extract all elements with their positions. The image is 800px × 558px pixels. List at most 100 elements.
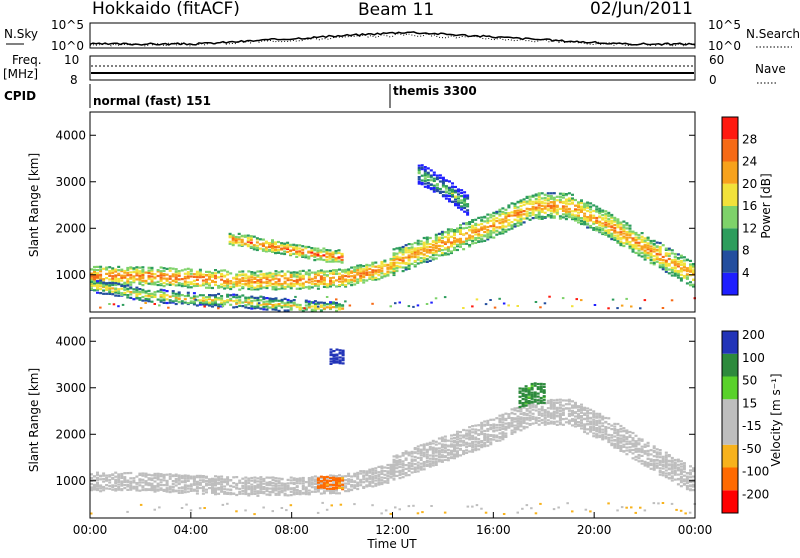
power-cell-band-0 xyxy=(274,277,278,280)
cpid-label: CPID xyxy=(4,89,36,103)
velocity-cell-band-0 xyxy=(93,485,96,488)
power-cell-near xyxy=(575,298,578,301)
power-cell-band-2 xyxy=(682,266,686,269)
power-cell-band-2 xyxy=(583,205,587,209)
power-cell-near xyxy=(158,304,161,307)
power-cell-band-1 xyxy=(93,280,96,283)
velocity-cell-band-1 xyxy=(610,428,614,431)
nsky-strip: N.Sky 10^5 10^0 N.Search 10^5 10^0 xyxy=(4,18,800,53)
power-cell-band-2 xyxy=(462,233,466,236)
power-cell-band-0 xyxy=(111,275,115,278)
power-cell-band-1 xyxy=(274,297,278,300)
velocity-cell-band-1 xyxy=(619,434,623,437)
power-cell-band-0 xyxy=(235,273,239,276)
freq-unit: [MHz] xyxy=(3,67,38,81)
power-cell-band-1 xyxy=(129,286,133,289)
power-cell-band-0 xyxy=(171,267,175,270)
velocity-cell-band-0 xyxy=(171,474,175,477)
velocity-cell-band-0 xyxy=(265,484,269,487)
power-cell-band-1 xyxy=(292,304,296,307)
velocity-colorbar-swatch xyxy=(722,331,738,354)
velocity-cell-band-1 xyxy=(689,484,692,487)
power-cell-band-2 xyxy=(419,240,423,243)
power-cell-band-2 xyxy=(537,206,541,209)
power-cell-band-3 xyxy=(313,255,317,259)
velocity-cell-band-1 xyxy=(428,465,432,468)
power-cell-band-0 xyxy=(99,268,103,271)
power-cell-band-2 xyxy=(392,259,396,262)
power-cell-band-4 xyxy=(426,185,430,188)
power-cell-band-0 xyxy=(159,266,163,269)
power-cell-band-2 xyxy=(437,236,441,239)
power-cell-band-0 xyxy=(117,272,121,275)
velocity-cell-band-0 xyxy=(304,491,308,494)
power-cell-near xyxy=(611,298,615,301)
power-cell-band-2 xyxy=(604,229,608,232)
velocity-cell-band-0 xyxy=(120,476,124,479)
velocity-cell-band-0 xyxy=(153,488,157,491)
power-cell-band-3 xyxy=(331,253,335,256)
power-cell-band-4 xyxy=(429,187,433,190)
power-cell-band-1 xyxy=(141,291,145,294)
velocity-cell-band-2 xyxy=(527,392,531,395)
power-cell-band-2 xyxy=(598,207,602,210)
velocity-cell-band-1 xyxy=(428,445,432,449)
velocity-cell-band-2 xyxy=(536,399,540,402)
power-cell-band-1 xyxy=(195,295,199,298)
velocity-cell-band-1 xyxy=(640,462,644,465)
power-cell-band-2 xyxy=(416,247,420,250)
velocity-cell-band-0 xyxy=(201,476,205,479)
power-cell-band-2 xyxy=(468,234,472,237)
power-cell-band-2 xyxy=(450,235,453,238)
power-cell-near xyxy=(108,303,111,305)
power-cell-band-1 xyxy=(274,308,278,311)
power-cell-band-0 xyxy=(186,267,190,270)
velocity-cell-band-0 xyxy=(198,476,202,479)
velocity-cell-band-1 xyxy=(670,472,674,475)
power-cell-band-2 xyxy=(422,246,426,249)
power-cell-band-0 xyxy=(268,271,272,274)
velocity-cell-band-1 xyxy=(413,470,417,473)
velocity-cell-near xyxy=(480,507,483,510)
velocity-cell-near xyxy=(253,513,256,516)
velocity-cell-band-1 xyxy=(392,455,396,458)
power-cell-band-2 xyxy=(673,262,677,265)
velocity-cell-band-1 xyxy=(601,415,605,418)
velocity-cell-band-1 xyxy=(507,415,511,418)
velocity-cell-band-0 xyxy=(262,482,266,485)
power-cell-near xyxy=(153,303,156,305)
velocity-cell-band-0 xyxy=(259,487,263,491)
velocity-cell-band-0 xyxy=(377,473,381,476)
velocity-cell-band-0 xyxy=(220,488,224,491)
velocity-cell-band-1 xyxy=(410,467,414,470)
velocity-cell-band-0 xyxy=(156,488,160,491)
velocity-cell-band-1 xyxy=(558,398,562,401)
velocity-cell-band-0 xyxy=(301,479,305,482)
power-cell-band-2 xyxy=(504,228,508,231)
velocity-cell-band-1 xyxy=(540,414,544,417)
power-cell-band-1 xyxy=(259,299,263,302)
velocity-cell-band-1 xyxy=(489,418,493,421)
power-cell-band-0 xyxy=(277,282,281,285)
power-cell-band-4 xyxy=(451,191,454,195)
velocity-cell-band-1 xyxy=(631,437,635,440)
power-cell-band-2 xyxy=(604,233,608,236)
power-cell-band-0 xyxy=(180,285,184,288)
velocity-cell-band-0 xyxy=(268,487,272,490)
velocity-cell-band-1 xyxy=(685,475,689,478)
power-cell-band-2 xyxy=(416,253,420,256)
power-cell-band-1 xyxy=(165,301,169,305)
velocity-cell-band-0 xyxy=(377,465,381,468)
velocity-cell-band-0 xyxy=(235,486,239,490)
velocity-cell-near xyxy=(271,510,274,513)
power-cell-near xyxy=(443,296,447,299)
velocity-cell-band-1 xyxy=(613,446,617,449)
power-cell-band-0 xyxy=(359,276,363,279)
power-cell-band-2 xyxy=(440,230,444,233)
power-cell-band-0 xyxy=(301,276,305,279)
power-cell-near xyxy=(294,295,297,298)
velocity-cell-band-0 xyxy=(108,487,112,490)
power-cell-band-0 xyxy=(90,268,93,271)
power-colorbar-tick: 12 xyxy=(742,221,757,235)
velocity-cell-band-0 xyxy=(165,473,169,476)
